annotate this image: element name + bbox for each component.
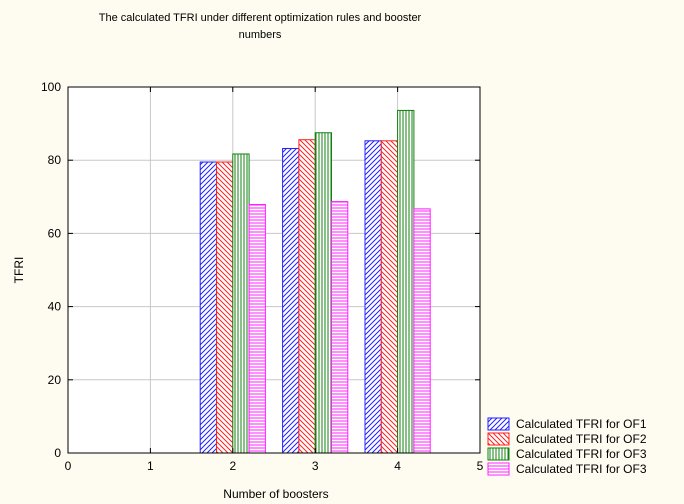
chart-title-line-2: numbers xyxy=(239,29,282,41)
y-tick-label: 40 xyxy=(48,300,62,314)
bars xyxy=(199,109,431,454)
legend-label-4: Calculated TFRI for OF3 xyxy=(516,462,647,476)
x-axis-label: Number of boosters xyxy=(223,487,328,501)
x-tick-label: 1 xyxy=(147,459,154,473)
bar-series-4-x-3 xyxy=(331,201,349,454)
bar-series-2-x-4 xyxy=(380,140,399,454)
bar-series-1-x-4 xyxy=(364,140,382,454)
legend-label-1: Calculated TFRI for OF1 xyxy=(516,417,647,431)
bar-series-1-x-3 xyxy=(282,147,300,454)
bar-series-2-x-2 xyxy=(216,161,234,454)
legend-label-2: Calculated TFRI for OF2 xyxy=(516,432,647,446)
y-tick-label: 100 xyxy=(41,80,61,94)
x-tick-label: 2 xyxy=(229,459,236,473)
x-tick-label: 4 xyxy=(394,459,401,473)
legend-swatch-3 xyxy=(487,447,510,461)
x-tick-label: 5 xyxy=(477,459,484,473)
x-tick-label: 0 xyxy=(65,459,72,473)
bar-series-3-x-3 xyxy=(314,132,333,454)
y-tick-label: 20 xyxy=(48,373,62,387)
y-tick-label: 60 xyxy=(48,226,62,240)
y-tick-label: 0 xyxy=(54,446,61,460)
legend-swatch-2 xyxy=(487,432,510,446)
plot-frame xyxy=(67,86,481,454)
legend-swatch-4 xyxy=(487,462,510,476)
y-axis-label: TFRI xyxy=(12,257,26,284)
bar-series-1-x-2 xyxy=(199,161,217,454)
y-tick-label: 80 xyxy=(48,153,62,167)
x-tick-label: 3 xyxy=(312,459,319,473)
chart-title-line-1: The calculated TFRI under different opti… xyxy=(99,12,422,24)
legend-swatch-1 xyxy=(487,417,510,431)
bar-series-2-x-3 xyxy=(298,139,316,454)
axis-ticks: 0 1 2 3 4 5 0 20 40 60 80 100 xyxy=(41,80,484,473)
bar-series-3-x-2 xyxy=(232,153,250,454)
bar-series-4-x-2 xyxy=(248,203,266,454)
legend-label-3: Calculated TFRI for OF3 xyxy=(516,447,647,461)
bar-series-3-x-4 xyxy=(397,109,415,454)
bar-series-4-x-4 xyxy=(413,208,431,454)
